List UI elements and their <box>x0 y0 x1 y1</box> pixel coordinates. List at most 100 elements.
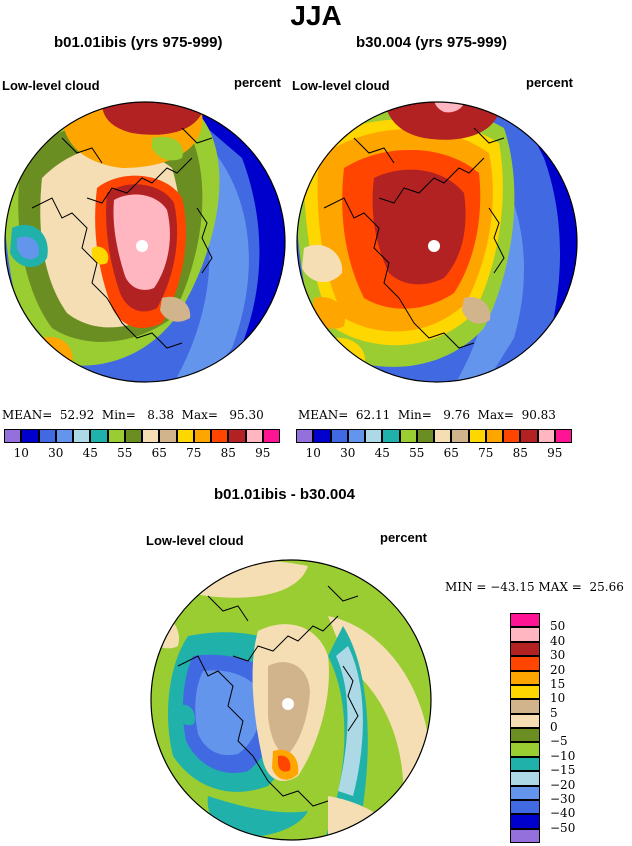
colorbar-tick-label: −5 <box>550 734 568 749</box>
colorbar-tick-label: −15 <box>550 763 576 778</box>
diff-colorbar-labels: 50 40 30 20 15 10 5 0 −5 −10 −15 −20 −30 −40 −50 <box>550 613 610 843</box>
colorbar-tick-label: 10 <box>13 446 29 460</box>
colorbar-tick-label: 20 <box>550 662 566 677</box>
colorbar-box <box>537 429 555 443</box>
colorbar-box <box>510 814 540 829</box>
colorbar-box <box>510 728 540 743</box>
colorbar-tick-label: 5 <box>550 705 558 720</box>
colorbar-box <box>416 429 434 443</box>
colorbar-tick-label: 95 <box>255 446 271 460</box>
min-value: −43.15 <box>490 580 535 594</box>
map-difference <box>150 559 432 841</box>
colorbar-box <box>510 756 540 772</box>
colorbar-box <box>107 429 125 443</box>
map-b30-004 <box>296 101 578 383</box>
colorbar-box <box>296 429 314 443</box>
colorbar-box <box>510 785 540 800</box>
colorbar-tick-label: 85 <box>220 446 236 460</box>
colorbar-box <box>510 613 540 628</box>
colorbar-tick-label: −30 <box>550 791 576 806</box>
colorbar-box <box>365 429 383 443</box>
colorbar-tick-label: 75 <box>478 446 494 460</box>
colorbar-tick-label: −50 <box>550 820 576 835</box>
colorbar-box <box>211 429 229 443</box>
colorbar-box <box>510 799 540 815</box>
colorbar-tick-label: 65 <box>443 446 459 460</box>
colorbar-box <box>468 429 486 443</box>
colorbar-box <box>159 429 177 443</box>
colorbar-box <box>451 429 469 443</box>
diff-colorbar <box>510 613 540 843</box>
colorbar-box <box>347 429 365 443</box>
mean-value: 62.11 <box>355 408 391 422</box>
min-label: Min= <box>101 408 136 422</box>
colorbar-tick-label: 85 <box>512 446 528 460</box>
diff-panel-title: b01.01ibis - b30.004 <box>214 486 355 503</box>
max-label: Max= <box>477 408 514 422</box>
colorbar-tick-label: 15 <box>550 676 566 691</box>
colorbar-box <box>55 429 73 443</box>
max-value: 90.83 <box>521 408 556 422</box>
colorbar-tick-label: 30 <box>48 446 64 460</box>
colorbar-box <box>245 429 263 443</box>
min-label: Min= <box>397 408 432 422</box>
colorbar-box <box>4 429 22 443</box>
colorbar-tick-label: 65 <box>151 446 167 460</box>
panel-1-variable-label: Low-level cloud <box>2 78 100 93</box>
mean-label: MEAN= <box>2 408 53 422</box>
colorbar-box <box>399 429 417 443</box>
colorbar-box <box>73 429 91 443</box>
colorbar-box <box>382 429 400 443</box>
colorbar-box <box>176 429 194 443</box>
panel-2-variable-label: Low-level cloud <box>292 78 390 93</box>
colorbar-box <box>510 828 540 843</box>
panel-2-stats: MEAN= 62.11 Min= 9.76 Max= 90.83 <box>298 408 556 422</box>
diff-minmax: MIN = −43.15 MAX = 25.66 <box>445 580 624 594</box>
colorbar-box <box>21 429 39 443</box>
colorbar-tick-label: 30 <box>340 446 356 460</box>
colorbar-box <box>262 429 280 443</box>
colorbar-tick-label: 45 <box>82 446 98 460</box>
colorbar-box <box>193 429 211 443</box>
colorbar-box <box>510 641 540 657</box>
panel-1-units-label: percent <box>234 75 281 90</box>
colorbar-tick-label: −10 <box>550 748 576 763</box>
mean-label: MEAN= <box>298 408 349 422</box>
colorbar-tick-label: 10 <box>550 691 566 706</box>
colorbar-box <box>510 656 540 671</box>
colorbar-box <box>38 429 56 443</box>
colorbar-box <box>510 713 540 728</box>
colorbar-box <box>503 429 521 443</box>
colorbar-box <box>510 742 540 757</box>
min-label: MIN = <box>445 580 487 594</box>
panel-1-title: b01.01ibis (yrs 975-999) <box>54 34 223 51</box>
colorbar-tick-label: 0 <box>550 720 558 734</box>
figure-title: JJA <box>290 0 342 31</box>
colorbar-box <box>434 429 452 443</box>
colorbar-box <box>510 627 540 642</box>
colorbar-box <box>313 429 331 443</box>
diff-units-label: percent <box>380 530 427 545</box>
colorbar-box <box>90 429 108 443</box>
max-label: MAX = <box>538 580 582 594</box>
max-value: 25.66 <box>589 580 624 594</box>
panel-2-units-label: percent <box>526 75 573 90</box>
colorbar-tick-label: 45 <box>374 446 390 460</box>
panel-1-stats: MEAN= 52.92 Min= 8.38 Max= 95.30 <box>2 408 264 422</box>
colorbar-tick-label: −20 <box>550 777 576 792</box>
colorbar-tick-label: 50 <box>550 619 566 634</box>
colorbar-1: 10 30 45 55 65 75 85 95 <box>4 429 280 460</box>
colorbar-tick-label: 75 <box>186 446 202 460</box>
colorbar-tick-label: 40 <box>550 633 566 648</box>
colorbar-tick-label: 30 <box>550 648 566 663</box>
colorbar-box <box>228 429 246 443</box>
colorbar-box <box>520 429 538 443</box>
colorbar-box <box>510 670 540 685</box>
colorbar-tick-label: 95 <box>547 446 563 460</box>
map-b01-01ibis <box>4 101 286 383</box>
colorbar-box <box>124 429 142 443</box>
max-value: 95.30 <box>229 408 264 422</box>
colorbar-2: 10 30 45 55 65 75 85 95 <box>296 429 572 460</box>
max-label: Max= <box>181 408 218 422</box>
colorbar-box <box>485 429 503 443</box>
